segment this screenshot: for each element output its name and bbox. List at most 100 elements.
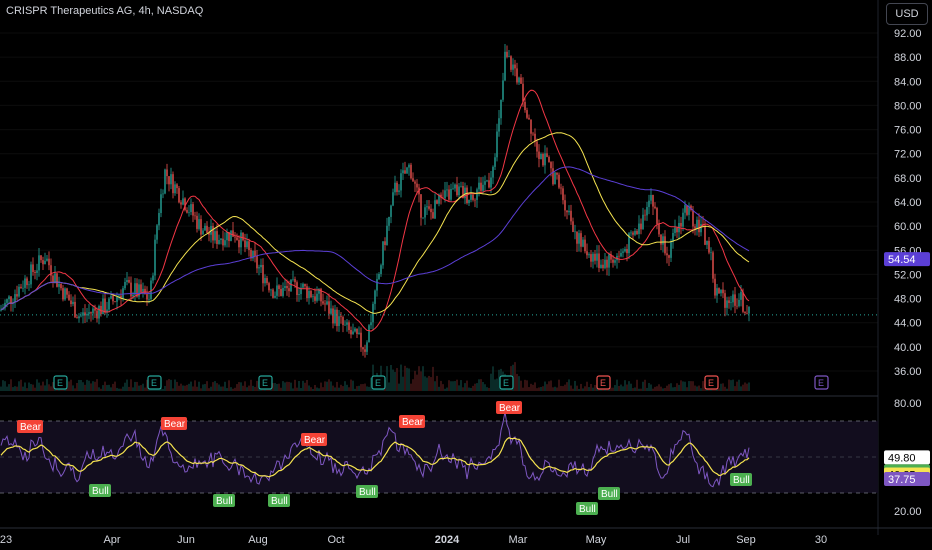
candle-body — [574, 231, 576, 233]
volume-bar — [0, 386, 2, 391]
time-tick-label: Mar — [509, 534, 528, 546]
volume-bar — [88, 380, 90, 391]
volume-bar — [612, 387, 614, 391]
candle-body — [304, 283, 306, 287]
volume-bar — [14, 386, 16, 391]
volume-bar — [544, 381, 546, 391]
volume-bar — [312, 388, 314, 391]
volume-bar — [44, 385, 46, 391]
volume-bar — [424, 376, 426, 391]
candle-body — [354, 328, 356, 332]
candle-body — [600, 264, 602, 268]
volume-bar — [294, 379, 296, 391]
volume-bar — [674, 387, 676, 391]
volume-bar — [16, 386, 18, 391]
volume-bar — [574, 380, 576, 391]
candle-body — [662, 236, 664, 245]
candle-body — [434, 200, 436, 219]
volume-bar — [682, 381, 684, 391]
candle-body — [644, 214, 646, 216]
volume-bar — [356, 386, 358, 391]
candle-body — [518, 77, 520, 83]
signal-tag-box — [268, 494, 290, 507]
volume-bar — [428, 375, 430, 391]
volume-bar — [654, 386, 656, 391]
candle-body — [530, 119, 532, 134]
candle-body — [78, 316, 80, 319]
volume-bar — [200, 388, 202, 391]
candle-body — [158, 213, 160, 226]
volume-bar — [594, 385, 596, 391]
candle-body — [204, 225, 206, 231]
candle-body — [120, 295, 122, 299]
candle-body — [690, 205, 692, 210]
signal-tag-box — [161, 417, 187, 430]
candle-body — [436, 200, 438, 204]
volume-bar — [556, 387, 558, 391]
candle-body — [602, 264, 604, 269]
volume-bar — [330, 381, 332, 391]
candle-body — [206, 225, 208, 233]
candle-body — [650, 194, 652, 201]
volume-bar — [288, 381, 290, 391]
candle-body — [598, 253, 600, 268]
candle-body — [46, 258, 48, 261]
volume-bar — [272, 383, 274, 391]
signal-tag-label: Bear — [304, 435, 326, 446]
candle-body — [482, 184, 484, 191]
volume-bar — [726, 388, 728, 391]
time-tick-label: Jun — [177, 534, 195, 546]
candle-body — [506, 51, 508, 57]
earnings-icon — [147, 375, 162, 390]
volume-bar — [160, 388, 162, 391]
candle-body — [208, 232, 210, 235]
candle-body — [382, 241, 384, 266]
candle-body — [342, 317, 344, 326]
volume-bar — [280, 387, 282, 391]
volume-bar — [630, 383, 632, 391]
candle-body — [102, 298, 104, 315]
volume-bar — [514, 362, 516, 391]
volume-bar — [538, 387, 540, 391]
bull-signal-tag: Bull — [598, 487, 620, 500]
volume-bar — [172, 388, 174, 391]
price-tick-label: 68.00 — [894, 173, 922, 185]
signal-tag-box — [496, 401, 522, 414]
volume-bar — [170, 379, 172, 391]
candle-body — [126, 279, 128, 283]
volume-bar — [638, 388, 640, 391]
volume-bar — [546, 384, 548, 391]
volume-bar — [82, 382, 84, 391]
candle-body — [676, 227, 678, 233]
volume-bar — [464, 383, 466, 391]
candle-body — [260, 264, 262, 268]
candle-body — [378, 274, 380, 280]
candle-body — [128, 279, 130, 283]
candle-body — [60, 283, 62, 289]
volume-bar — [358, 385, 360, 391]
volume-bar — [540, 386, 542, 391]
volume-bar — [696, 386, 698, 391]
volume-bar — [660, 386, 662, 391]
candle-body — [416, 183, 418, 188]
candle-body — [308, 290, 310, 299]
volume-bar — [10, 379, 12, 391]
volume-bar — [78, 379, 80, 391]
volume-bar — [432, 366, 434, 391]
candle-body — [310, 290, 312, 298]
candle-body — [192, 204, 194, 216]
volume-bar — [536, 388, 538, 391]
volume-bar — [42, 381, 44, 391]
candle-body — [84, 312, 86, 316]
candle-body — [624, 249, 626, 252]
currency-button[interactable]: USD — [886, 3, 928, 25]
candle-body — [548, 156, 550, 163]
volume-bar — [466, 380, 468, 391]
volume-bar — [102, 385, 104, 391]
signal-tag-box — [213, 494, 235, 507]
volume-bar — [436, 375, 438, 391]
candle-body — [336, 309, 338, 327]
volume-bar — [234, 387, 236, 391]
volume-bar — [350, 379, 352, 391]
